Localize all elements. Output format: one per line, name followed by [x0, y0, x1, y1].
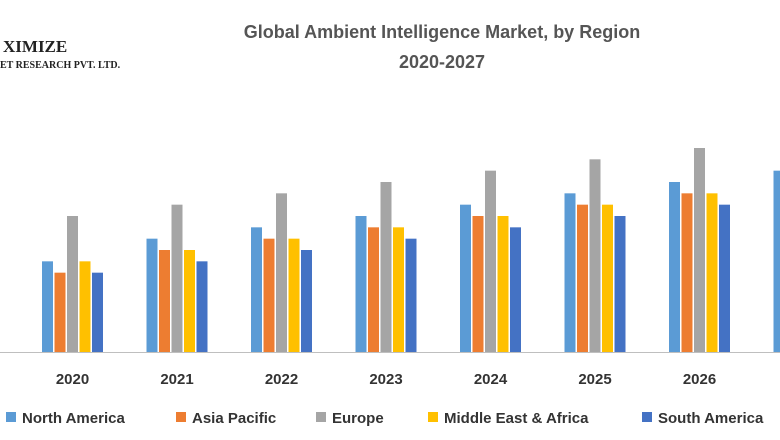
bar-europe-2021 [171, 204, 183, 352]
bar-south-america-2020 [92, 272, 103, 352]
tick-label-2023: 2023 [369, 371, 402, 388]
x-axis-ticks: 20202021202220232024202520262027 [56, 371, 716, 388]
legend-label-south-america: South America [658, 410, 764, 427]
legend-item-middle-east-africa: Middle East & Africa [428, 410, 589, 427]
bar-europe-2026 [694, 148, 705, 352]
bar-europe-2024 [485, 170, 496, 352]
logo: XIMIZE ET RESEARCH PVT. LTD. [0, 37, 121, 71]
legend: North America Asia Pacific Europe Middle Ea… [6, 410, 764, 427]
chart-subtitle: 2020-2027 [399, 52, 485, 72]
tick-label-2025: 2025 [578, 371, 611, 388]
legend-swatch-europe [316, 412, 326, 422]
legend-item-north-america: North America [6, 410, 125, 427]
bar-south-america-2022 [301, 250, 312, 352]
legend-swatch-asia-pacific [176, 412, 186, 422]
plot-area [42, 148, 780, 352]
bar-middle-east-africa-2022 [288, 238, 300, 352]
bar-asia-pacific-2022 [263, 238, 275, 352]
bar-middle-east-africa-2026 [706, 193, 718, 352]
bar-asia-pacific-2023 [368, 227, 379, 352]
legend-label-asia-pacific: Asia Pacific [192, 410, 276, 427]
bar-europe-2022 [276, 193, 287, 352]
tick-label-2022: 2022 [265, 371, 298, 388]
legend-label-middle-east-africa: Middle East & Africa [444, 410, 589, 427]
legend-item-asia-pacific: Asia Pacific [176, 410, 276, 427]
logo-name: XIMIZE [3, 37, 67, 56]
bar-middle-east-africa-2021 [184, 250, 195, 352]
bar-south-america-2021 [196, 261, 208, 352]
bar-asia-pacific-2020 [54, 272, 66, 352]
legend-swatch-middle-east-africa [428, 412, 438, 422]
chart-title: Global Ambient Intelligence Market, by R… [244, 22, 640, 42]
legend-label-europe: Europe [332, 410, 384, 427]
bar-middle-east-africa-2020 [79, 261, 91, 352]
legend-swatch-north-america [6, 412, 16, 422]
legend-swatch-south-america [642, 412, 652, 422]
logo-tagline: ET RESEARCH PVT. LTD. [0, 60, 121, 71]
bar-asia-pacific-2026 [681, 193, 693, 352]
bar-middle-east-africa-2023 [393, 227, 404, 352]
legend-item-europe: Europe [316, 410, 384, 427]
tick-label-2024: 2024 [474, 371, 508, 388]
bar-middle-east-africa-2025 [602, 204, 613, 352]
bar-north-america-2020 [42, 261, 53, 352]
bar-europe-2023 [380, 182, 392, 352]
legend-label-north-america: North America [22, 410, 125, 427]
bar-south-america-2023 [405, 238, 417, 352]
bar-north-america-2021 [146, 238, 158, 352]
bar-north-america-2022 [251, 227, 262, 352]
bar-north-america-2026 [669, 182, 680, 352]
bar-south-america-2024 [510, 227, 521, 352]
bar-north-america-2024 [460, 204, 471, 352]
bar-asia-pacific-2024 [472, 216, 484, 352]
bar-south-america-2025 [614, 216, 626, 352]
bar-north-america-2023 [355, 216, 367, 352]
bar-south-america-2026 [719, 204, 730, 352]
tick-label-2020: 2020 [56, 371, 89, 388]
bar-north-america-2027 [773, 170, 780, 352]
tick-label-2021: 2021 [160, 371, 193, 388]
bar-middle-east-africa-2024 [497, 216, 509, 352]
bar-europe-2025 [589, 159, 601, 352]
legend-item-south-america: South America [642, 410, 764, 427]
bar-north-america-2025 [564, 193, 576, 352]
bar-asia-pacific-2025 [577, 204, 588, 352]
bar-asia-pacific-2021 [159, 250, 170, 352]
bar-europe-2020 [67, 216, 78, 352]
tick-label-2026: 2026 [683, 371, 716, 388]
